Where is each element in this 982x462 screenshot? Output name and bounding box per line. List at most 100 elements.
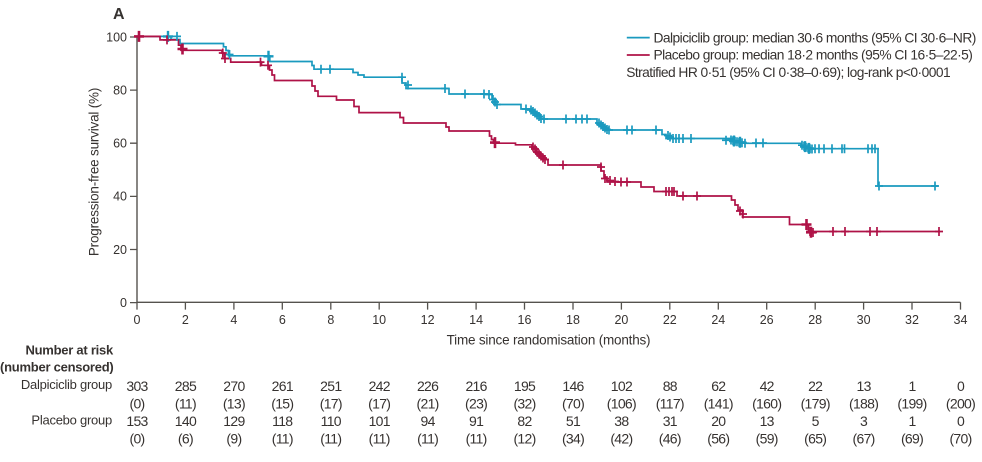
svg-text:13: 13 [857,378,872,394]
svg-text:51: 51 [566,413,581,429]
svg-text:(17): (17) [320,396,342,412]
svg-text:129: 129 [223,413,245,429]
svg-text:A: A [113,6,125,23]
svg-text:(number censored): (number censored) [0,359,114,374]
svg-text:195: 195 [514,378,536,394]
svg-text:(15): (15) [271,396,293,412]
svg-text:(179): (179) [801,396,830,412]
svg-text:(70): (70) [949,431,971,447]
svg-text:24: 24 [711,313,725,327]
svg-text:153: 153 [126,413,148,429]
svg-text:22: 22 [663,313,677,327]
svg-text:8: 8 [327,313,334,327]
svg-text:Progression-free survival (%): Progression-free survival (%) [87,88,102,256]
svg-text:(188): (188) [849,396,878,412]
svg-text:82: 82 [517,413,532,429]
svg-text:251: 251 [320,378,342,394]
svg-text:28: 28 [808,313,822,327]
svg-text:(11): (11) [175,396,196,412]
svg-text:100: 100 [106,30,127,44]
svg-text:22: 22 [808,378,823,394]
svg-text:20: 20 [614,313,628,327]
svg-text:(42): (42) [610,431,632,447]
svg-text:(200): (200) [946,396,975,412]
svg-text:226: 226 [417,378,439,394]
svg-text:13: 13 [760,413,775,429]
svg-text:20: 20 [711,413,726,429]
svg-text:(46): (46) [659,431,681,447]
svg-text:(11): (11) [272,431,293,447]
svg-text:14: 14 [469,313,483,327]
svg-text:(106): (106) [607,396,636,412]
svg-text:0: 0 [957,413,965,429]
svg-text:(34): (34) [562,431,584,447]
svg-text:62: 62 [711,378,726,394]
svg-text:(6): (6) [178,431,193,447]
svg-text:Placebo group: median 18·2 mon: Placebo group: median 18·2 months (95% C… [654,48,973,63]
svg-text:91: 91 [469,413,484,429]
svg-text:(0): (0) [129,431,144,447]
svg-text:1: 1 [908,378,916,394]
svg-text:Placebo group: Placebo group [31,412,112,427]
svg-text:(65): (65) [804,431,826,447]
svg-text:80: 80 [113,83,127,97]
svg-text:2: 2 [182,313,189,327]
svg-text:34: 34 [954,313,968,327]
svg-text:0: 0 [120,296,127,310]
svg-text:303: 303 [126,378,148,394]
svg-text:1: 1 [908,413,916,429]
svg-text:(11): (11) [369,431,390,447]
svg-text:(11): (11) [320,431,341,447]
svg-text:6: 6 [279,313,286,327]
svg-text:(21): (21) [417,396,439,412]
svg-text:(117): (117) [656,396,684,412]
svg-text:Dalpiciclib group: median 30·6: Dalpiciclib group: median 30·6 months (9… [654,30,976,45]
svg-text:110: 110 [321,413,342,429]
svg-text:(160): (160) [752,396,781,412]
svg-text:118: 118 [272,413,293,429]
svg-text:(32): (32) [513,396,535,412]
svg-text:38: 38 [614,413,629,429]
svg-text:Dalpiciclib group: Dalpiciclib group [21,377,112,392]
svg-text:(70): (70) [562,396,584,412]
svg-text:31: 31 [663,413,678,429]
svg-text:(141): (141) [704,396,733,412]
svg-text:4: 4 [230,313,237,327]
svg-text:18: 18 [566,313,580,327]
svg-text:(11): (11) [417,431,438,447]
svg-text:88: 88 [663,378,678,394]
svg-text:(17): (17) [368,396,390,412]
svg-text:26: 26 [760,313,774,327]
svg-text:146: 146 [562,378,584,394]
svg-text:0: 0 [957,378,965,394]
svg-text:(23): (23) [465,396,487,412]
svg-text:102: 102 [611,378,633,394]
svg-text:40: 40 [113,190,127,204]
svg-text:(67): (67) [853,431,875,447]
svg-text:270: 270 [223,378,245,394]
svg-text:(12): (12) [513,431,535,447]
svg-text:242: 242 [369,378,391,394]
svg-text:42: 42 [760,378,775,394]
svg-text:(11): (11) [466,431,487,447]
svg-text:(69): (69) [901,431,923,447]
svg-text:94: 94 [421,413,436,429]
svg-text:101: 101 [369,413,391,429]
svg-text:5: 5 [812,413,820,429]
svg-text:12: 12 [421,313,435,327]
svg-text:30: 30 [857,313,871,327]
svg-text:285: 285 [175,378,197,394]
svg-text:32: 32 [905,313,919,327]
svg-text:216: 216 [465,378,487,394]
svg-text:(56): (56) [707,431,729,447]
svg-text:(199): (199) [897,396,926,412]
svg-text:Number at risk: Number at risk [25,342,114,357]
svg-text:Stratified HR 0·51 (95% CI 0·3: Stratified HR 0·51 (95% CI 0·38–0·69); l… [626,65,950,80]
svg-text:16: 16 [518,313,532,327]
svg-text:(0): (0) [129,396,144,412]
svg-text:10: 10 [372,313,386,327]
svg-text:(59): (59) [756,431,778,447]
svg-text:140: 140 [175,413,197,429]
svg-text:0: 0 [134,313,141,327]
svg-text:20: 20 [113,243,127,257]
